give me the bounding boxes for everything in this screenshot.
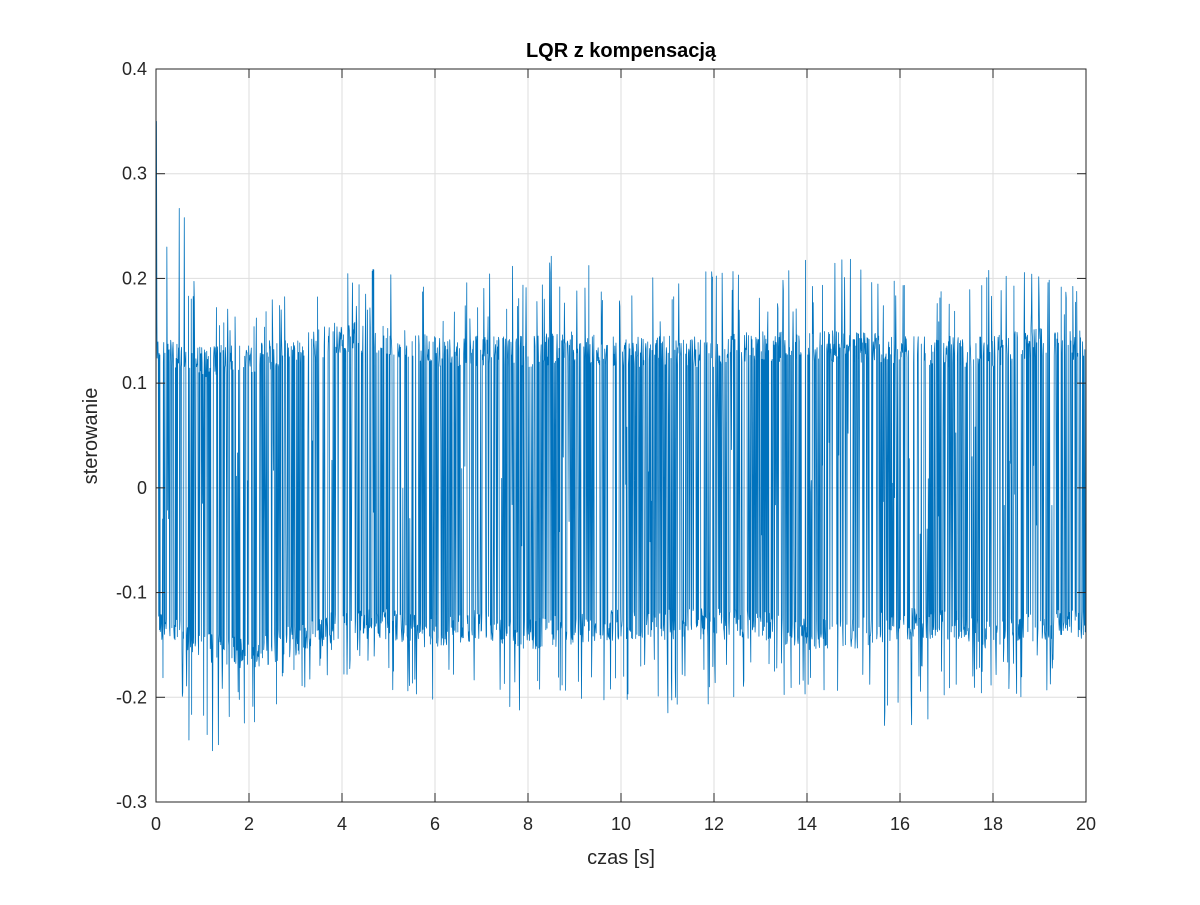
y-tick-label: -0.3 xyxy=(116,792,147,812)
y-tick-label: -0.1 xyxy=(116,583,147,603)
series-group xyxy=(156,120,1086,752)
y-tick-label: 0.1 xyxy=(122,373,147,393)
x-tick-label: 6 xyxy=(430,814,440,834)
x-tick-label: 16 xyxy=(890,814,910,834)
x-tick-label: 12 xyxy=(704,814,724,834)
y-tick-label: -0.2 xyxy=(116,687,147,707)
x-tick-label: 0 xyxy=(151,814,161,834)
x-tick-label: 14 xyxy=(797,814,817,834)
x-tick-label: 18 xyxy=(983,814,1003,834)
y-tick-label: 0.2 xyxy=(122,268,147,288)
y-axis-ticks: -0.3 -0.2 -0.1 0 0.1 0.2 0.3 0.4 xyxy=(116,59,1086,812)
x-tick-label: 10 xyxy=(611,814,631,834)
x-tick-label: 2 xyxy=(244,814,254,834)
x-tick-label: 20 xyxy=(1076,814,1096,834)
y-tick-label: 0.3 xyxy=(122,164,147,184)
y-tick-label: 0 xyxy=(137,478,147,498)
x-tick-label: 8 xyxy=(523,814,533,834)
x-tick-label: 4 xyxy=(337,814,347,834)
y-tick-label: 0.4 xyxy=(122,59,147,79)
chart-title: LQR z kompensacją xyxy=(526,40,717,62)
x-axis-label: czas [s] xyxy=(587,847,655,869)
series-line xyxy=(156,120,1086,752)
x-axis-ticks: 0 2 4 6 8 10 12 14 16 18 20 xyxy=(151,69,1096,834)
y-axis-label: sterowanie xyxy=(80,388,102,485)
